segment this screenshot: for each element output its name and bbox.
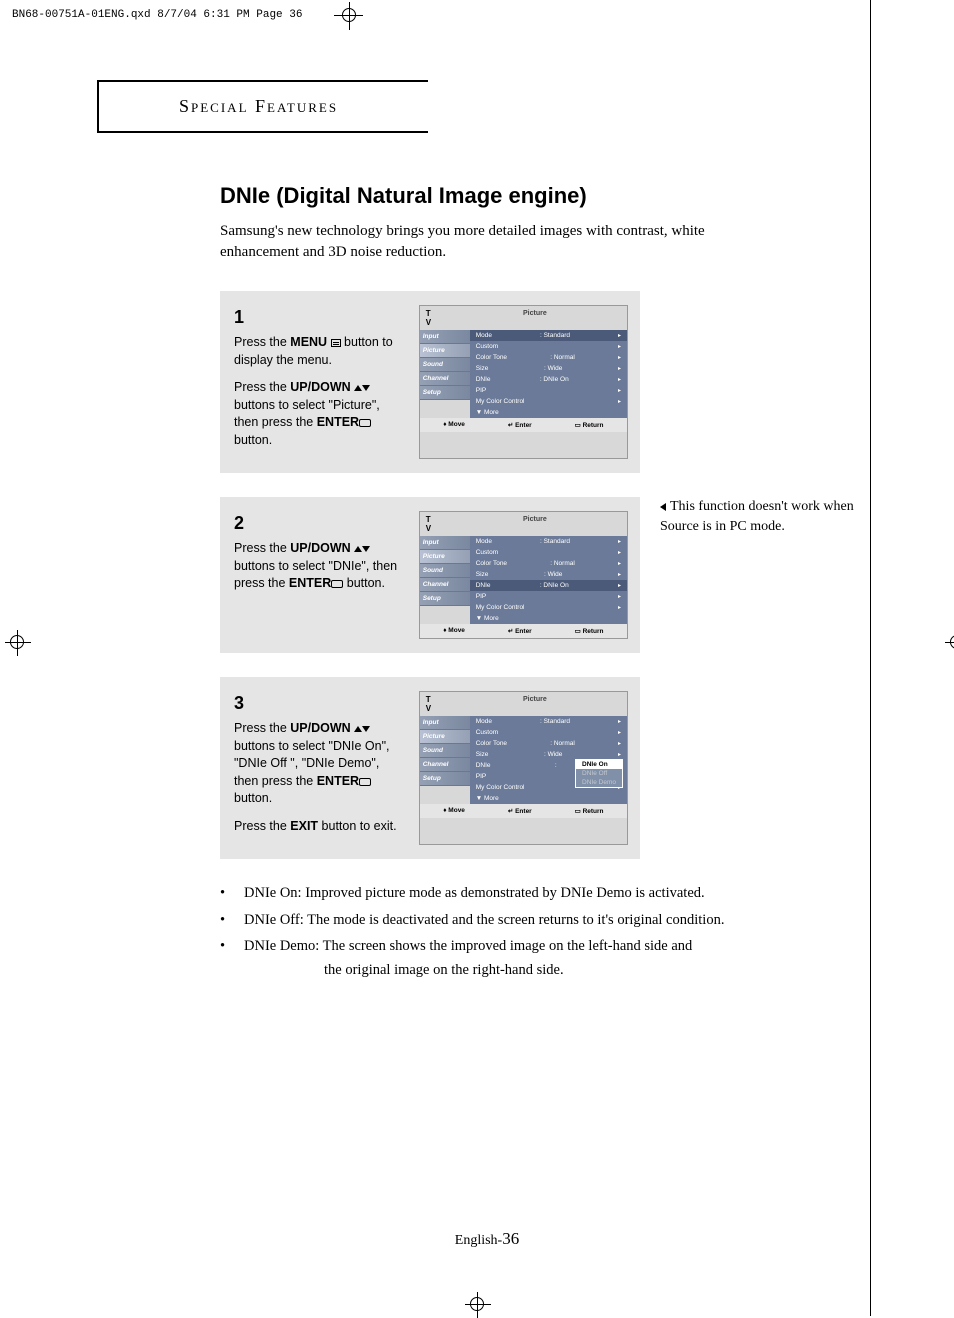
tv-menu-screenshot: T VPicture InputPictureSoundChannelSetup… xyxy=(419,691,628,845)
section-header: Special Features xyxy=(97,80,428,133)
crop-mark-icon xyxy=(10,635,24,654)
crop-mark-icon xyxy=(342,8,356,22)
page-title: DNIe (Digital Natural Image engine) xyxy=(220,183,874,209)
file-header: BN68-00751A-01ENG.qxd 8/7/04 6:31 PM Pag… xyxy=(0,0,954,30)
bullet-continuation: the original image on the right-hand sid… xyxy=(324,962,874,979)
step-block: 3Press the UP/DOWN buttons to select "DN… xyxy=(220,677,640,859)
tv-menu-screenshot: T VPicture InputPictureSoundChannelSetup… xyxy=(419,511,628,639)
tv-menu-screenshot: T VPicture InputPictureSoundChannelSetup… xyxy=(419,305,628,459)
bullet-list: •DNIe On: Improved picture mode as demon… xyxy=(220,883,874,956)
header-text: BN68-00751A-01ENG.qxd 8/7/04 6:31 PM Pag… xyxy=(12,9,302,21)
crop-mark-icon xyxy=(950,635,954,654)
page-number: English-36 xyxy=(100,1229,874,1249)
crop-mark-icon xyxy=(0,1297,954,1316)
side-note: This function doesn't work when Source i… xyxy=(660,497,890,536)
page-subtitle: Samsung's new technology brings you more… xyxy=(220,221,730,263)
step-block: 2Press the UP/DOWN buttons to select "DN… xyxy=(220,497,640,653)
step-block: 1Press the MENU button to display the me… xyxy=(220,291,640,473)
